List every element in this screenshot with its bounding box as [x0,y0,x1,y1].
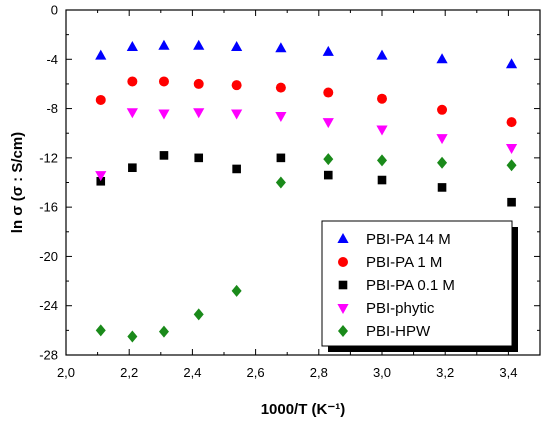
data-point [159,151,169,160]
data-point [506,117,517,128]
data-point [505,144,518,154]
data-point [158,76,169,87]
legend-label: PBI-HPW [366,323,431,340]
data-point [193,108,205,119]
data-point [275,176,286,189]
y-tick-label: -20 [39,249,58,264]
data-point [275,42,287,53]
data-point [376,49,388,60]
series-4 [95,153,517,343]
data-point [231,80,242,91]
data-point [437,104,448,115]
y-tick-label: -8 [46,101,58,116]
data-point [127,76,138,87]
data-point [275,111,287,122]
data-point [128,163,137,173]
data-point [95,171,107,182]
x-tick-label: 2,6 [247,365,265,380]
legend-label: PBI-phytic [366,300,435,317]
legend-marker [338,325,348,337]
legend-label: PBI-PA 0.1 M [366,277,455,294]
data-point [322,45,334,56]
x-axis-ticks: 2,0 2,2 2,4 2,6 2,8 3,0 3,2 3,4 [57,10,517,380]
data-point [322,118,334,129]
data-point [232,164,241,174]
series-0 [95,39,518,69]
legend-marker [337,233,349,243]
y-tick-label: -24 [39,298,58,313]
x-tick-label: 2,2 [120,365,138,380]
legend-marker [337,304,349,314]
data-point [323,87,334,98]
data-point [95,94,106,105]
legend-label: PBI-PA 14 M [366,231,451,248]
data-point [126,40,138,51]
data-markers [95,39,518,343]
x-tick-label: 2,8 [310,365,328,380]
data-point [506,159,517,172]
data-point [376,125,388,136]
data-point [377,175,387,185]
data-point [231,40,243,51]
x-tick-label: 3,0 [373,365,391,380]
legend-label: PBI-PA 1 M [366,254,442,271]
data-point [126,108,138,119]
data-point [95,49,107,60]
data-point [437,156,448,169]
y-tick-label: -16 [39,200,58,215]
data-point [231,284,242,297]
legend: PBI-PA 14 M PBI-PA 1 M PBI-PA 0.1 M PBI-phy… [321,220,518,352]
legend-marker [338,280,348,290]
series-3 [95,108,518,182]
y-tick-label: 0 [51,3,58,18]
y-tick-label: -4 [46,52,58,67]
data-point [127,330,138,343]
series-1 [95,76,517,128]
data-point [436,53,448,64]
data-point [275,82,286,93]
data-point [158,325,169,338]
data-point [96,176,106,186]
data-point [276,153,286,163]
data-point [377,93,387,104]
data-point [193,308,204,321]
data-point [507,197,516,207]
data-point [436,134,448,145]
x-tick-label: 3,4 [499,365,517,380]
data-point [505,58,518,69]
data-point [193,39,205,50]
legend-marker [338,257,348,267]
y-axis-ticks: 0 -4 -8 -12 -16 -20 -24 -28 [39,3,540,363]
x-axis-title: 1000/T (K⁻¹) [261,401,346,418]
data-point [193,78,204,89]
data-point [158,109,170,120]
data-point [231,109,243,120]
y-axis-title: ln σ (σ : S/cm) [9,132,26,233]
legend-box [321,220,513,347]
data-point [377,154,387,167]
series-2 [96,151,516,207]
x-tick-label: 3,2 [436,365,454,380]
x-tick-label: 2,4 [183,365,201,380]
data-point [437,183,447,192]
data-point [194,153,204,163]
x-tick-label: 2,0 [57,365,75,380]
y-tick-label: -12 [39,150,58,165]
y-tick-label: -28 [39,348,58,363]
data-point [323,170,333,180]
data-point [95,324,106,337]
data-point [323,153,334,166]
data-point [158,39,170,50]
